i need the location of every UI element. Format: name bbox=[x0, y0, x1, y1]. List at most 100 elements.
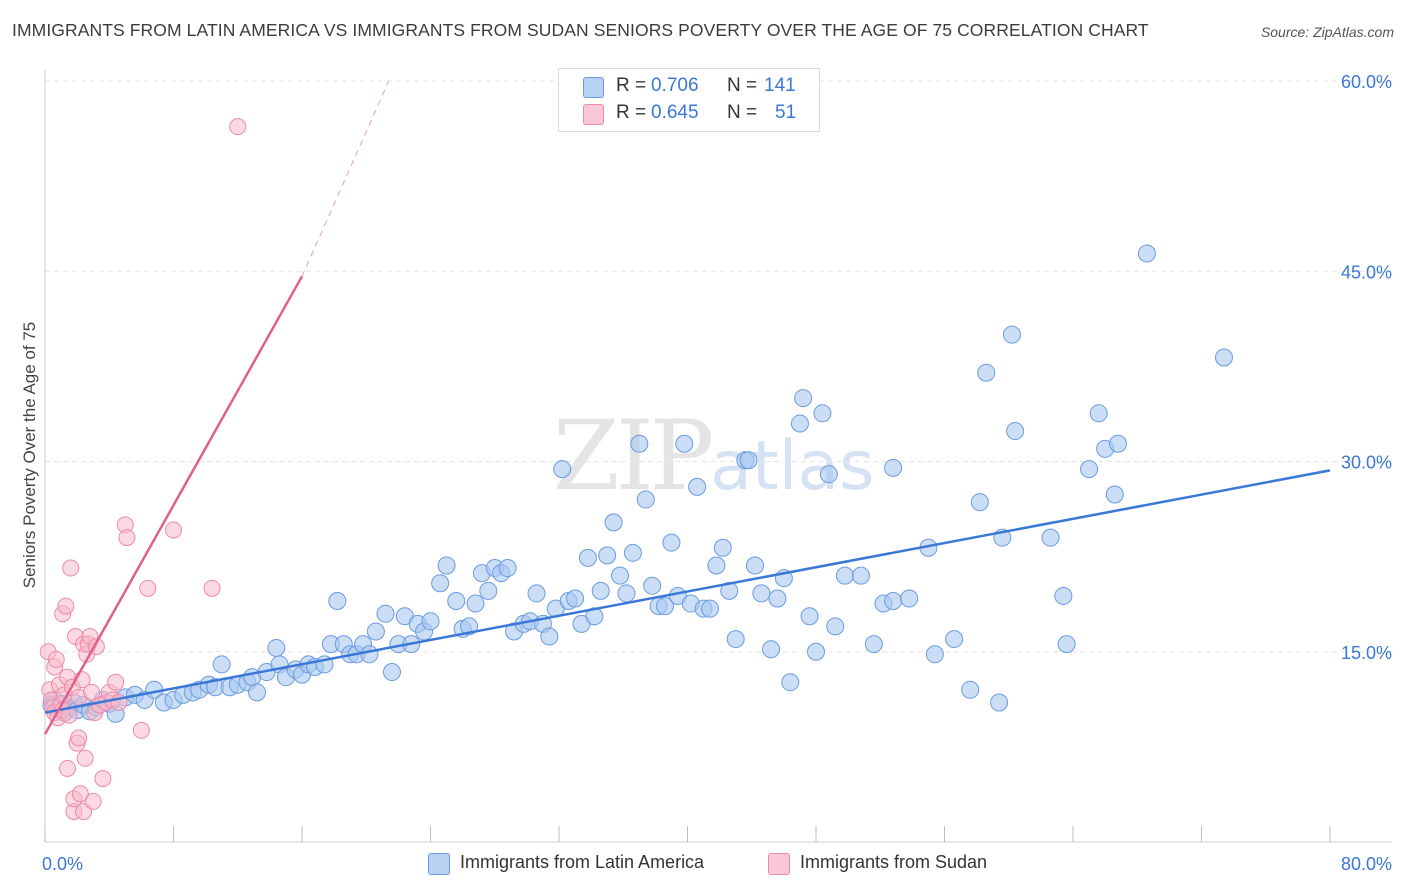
data-point-latin-america bbox=[466, 594, 485, 613]
data-point-latin-america bbox=[851, 566, 870, 585]
data-point-latin-america bbox=[781, 673, 800, 692]
legend-swatch-pink bbox=[583, 104, 604, 125]
axes bbox=[44, 70, 1392, 843]
trend-line-sudan-extension bbox=[301, 80, 390, 277]
data-point-latin-america bbox=[611, 566, 630, 585]
data-point-latin-america bbox=[479, 581, 498, 600]
data-point-latin-america bbox=[807, 642, 825, 661]
legend-r-label: R = bbox=[616, 102, 647, 123]
x-tick-label-max: 80.0% bbox=[1341, 854, 1392, 874]
data-point-latin-america bbox=[1057, 635, 1076, 654]
data-point-latin-america bbox=[1105, 485, 1124, 504]
data-point-latin-america bbox=[585, 607, 604, 626]
data-point-latin-america bbox=[498, 559, 517, 578]
data-point-latin-america bbox=[1080, 460, 1099, 479]
legend-n-value: 51 bbox=[775, 102, 797, 123]
data-point-latin-america bbox=[636, 490, 655, 509]
chart-title: IMMIGRANTS FROM LATIN AMERICA VS IMMIGRA… bbox=[12, 20, 1149, 40]
data-point-latin-america bbox=[884, 592, 903, 611]
data-point-sudan bbox=[229, 118, 247, 136]
data-point-sudan bbox=[165, 521, 182, 539]
series-latin-america-points bbox=[42, 244, 1233, 723]
data-point-latin-america bbox=[1108, 434, 1127, 453]
data-point-latin-america bbox=[1006, 422, 1025, 441]
legend-n-value: 141 bbox=[764, 75, 796, 96]
data-point-sudan bbox=[76, 749, 94, 767]
y-axis-label: Seniors Poverty Over the Age of 75 bbox=[20, 321, 39, 589]
data-point-sudan bbox=[84, 792, 102, 810]
data-point-latin-america bbox=[826, 617, 845, 636]
data-point-latin-america bbox=[707, 556, 726, 575]
data-point-latin-america bbox=[925, 645, 944, 664]
data-point-latin-america bbox=[970, 493, 989, 512]
source-label: Source: ZipAtlas.com bbox=[1260, 24, 1394, 40]
data-point-latin-america bbox=[1214, 348, 1233, 367]
data-point-latin-america bbox=[591, 581, 610, 600]
y-tick-label: 60.0% bbox=[1341, 72, 1392, 92]
data-point-latin-america bbox=[623, 543, 642, 562]
data-point-sudan bbox=[132, 721, 150, 739]
data-point-latin-america bbox=[688, 477, 707, 496]
legend-r-value: 0.706 bbox=[651, 75, 699, 96]
data-point-latin-america bbox=[328, 592, 347, 611]
data-point-latin-america bbox=[675, 434, 694, 453]
data-point-latin-america bbox=[739, 451, 758, 470]
data-point-latin-america bbox=[835, 566, 854, 585]
tick-labels: 15.0% 30.0% 45.0% 60.0% 0.0% 80.0% bbox=[42, 72, 1392, 874]
data-point-latin-america bbox=[578, 548, 597, 567]
data-point-latin-america bbox=[437, 556, 456, 575]
data-point-latin-america bbox=[376, 604, 395, 623]
data-point-sudan bbox=[139, 579, 157, 597]
data-point-latin-america bbox=[366, 622, 385, 641]
legend-r-value: 0.645 bbox=[651, 102, 699, 123]
data-point-latin-america bbox=[990, 693, 1009, 712]
data-point-latin-america bbox=[961, 680, 980, 699]
y-tick-label: 30.0% bbox=[1341, 453, 1392, 473]
data-point-latin-america bbox=[977, 363, 996, 382]
data-point-latin-america bbox=[1054, 586, 1073, 605]
data-point-latin-america bbox=[945, 630, 964, 649]
data-point-latin-america bbox=[540, 627, 559, 646]
data-point-latin-america bbox=[1041, 528, 1060, 547]
data-point-latin-america bbox=[421, 612, 440, 631]
watermark: ZIPatlas bbox=[553, 400, 875, 512]
data-point-latin-america bbox=[864, 635, 883, 654]
data-point-latin-america bbox=[617, 584, 636, 603]
correlation-legend: R = 0.706 N = 141 R = 0.645 N = 51 bbox=[558, 68, 820, 132]
data-point-latin-america bbox=[604, 513, 623, 532]
data-point-sudan bbox=[94, 770, 112, 788]
data-point-latin-america bbox=[360, 645, 379, 664]
legend-n-label: N = bbox=[727, 75, 758, 96]
data-point-latin-america bbox=[212, 655, 231, 674]
data-point-latin-america bbox=[794, 389, 813, 408]
legend-row-latin-america: R = 0.706 N = 141 bbox=[559, 75, 819, 101]
data-point-sudan bbox=[118, 529, 136, 547]
data-point-latin-america bbox=[745, 556, 764, 575]
data-point-sudan bbox=[47, 650, 65, 668]
legend-n-label: N = bbox=[727, 102, 758, 123]
legend-row-sudan: R = 0.645 N = 51 bbox=[559, 102, 819, 128]
data-point-latin-america bbox=[643, 576, 662, 595]
data-point-latin-america bbox=[447, 592, 466, 611]
series-sudan-points bbox=[39, 118, 247, 821]
bottom-legend-label: Immigrants from Sudan bbox=[800, 852, 988, 872]
bottom-legend-label: Immigrants from Latin America bbox=[460, 852, 705, 872]
data-point-latin-america bbox=[768, 589, 787, 608]
data-point-latin-america bbox=[713, 538, 732, 557]
legend-swatch-pink bbox=[768, 853, 790, 875]
data-point-sudan bbox=[83, 683, 101, 701]
data-point-latin-america bbox=[431, 574, 450, 593]
data-point-latin-america bbox=[752, 584, 771, 603]
data-point-sudan bbox=[57, 597, 75, 615]
trend-line-sudan bbox=[43, 275, 304, 735]
data-point-latin-america bbox=[267, 638, 286, 657]
data-point-latin-america bbox=[630, 434, 649, 453]
data-point-latin-america bbox=[248, 683, 267, 702]
data-point-sudan bbox=[70, 729, 88, 747]
watermark-zip: ZIP bbox=[553, 400, 714, 512]
data-point-latin-america bbox=[700, 599, 719, 618]
data-point-sudan bbox=[71, 785, 89, 803]
data-point-latin-america bbox=[790, 414, 809, 433]
data-point-latin-america bbox=[819, 465, 838, 484]
